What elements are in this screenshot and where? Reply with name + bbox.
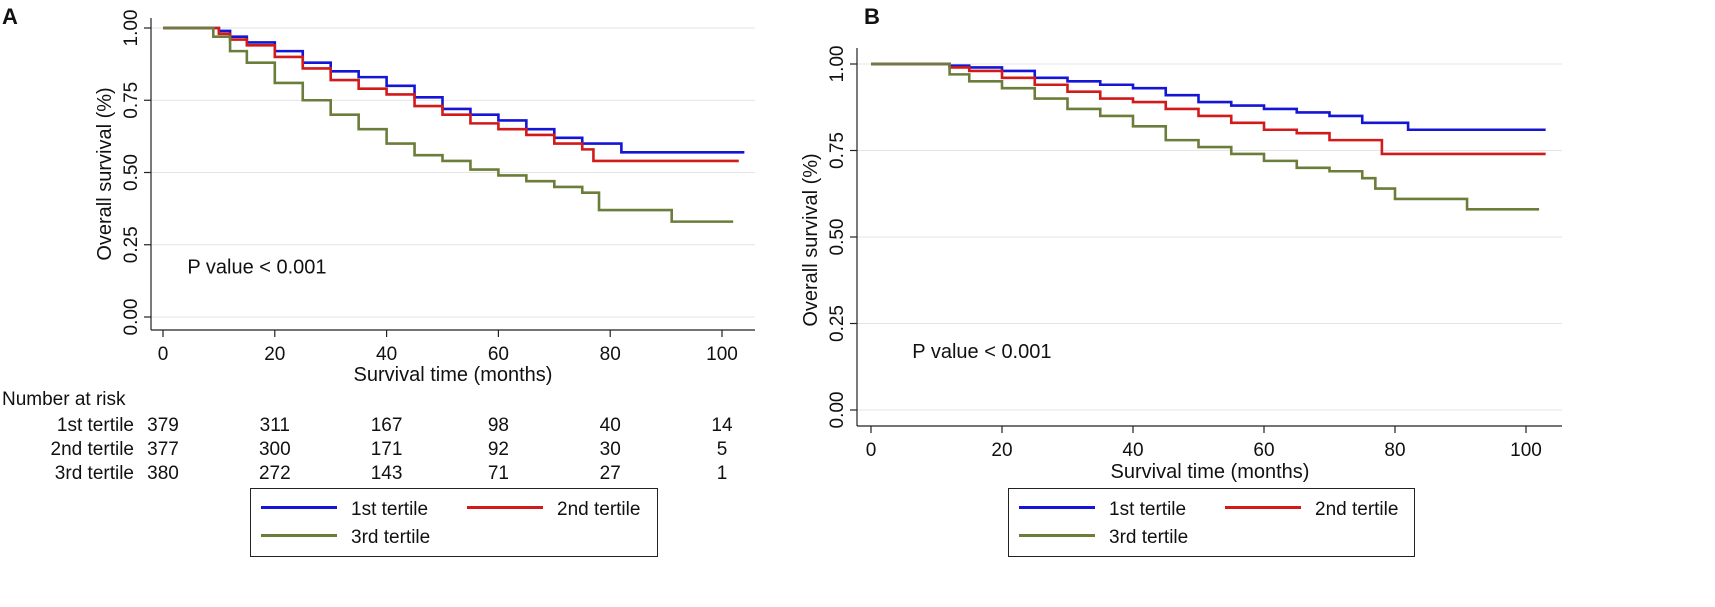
risk-value: 5 [717,439,728,460]
risk-value: 380 [147,463,179,484]
legend-item-2nd-tertile: 2nd tertile [467,498,640,522]
risk-value: 377 [147,439,179,460]
y-tick-label: 0.25 [827,305,848,342]
risk-value: 1 [717,463,728,484]
legend-item-1st-tertile: 1st tertile [1019,498,1186,522]
risk-value: 30 [600,439,621,460]
x-tick-label: 0 [158,344,169,365]
panel-b-y-axis-title: Overall survival (%) [800,153,822,326]
panel-a-y-axis-title: Overall survival (%) [94,87,116,260]
panel-a-p-value: P value < 0.001 [187,257,326,279]
risk-value: 300 [259,439,291,460]
legend-item-3rd-tertile: 3rd tertile [261,526,430,550]
risk-row-label: 2nd tertile [51,439,134,460]
survival-curve-1 [163,26,745,154]
x-tick-label: 60 [1253,440,1274,461]
panel-a-label: A [2,4,18,29]
x-tick-label: 80 [600,344,621,365]
legend-label: 2nd tertile [557,499,641,520]
risk-value: 92 [488,439,509,460]
legend-swatch-2nd-tertile [1225,506,1301,510]
x-tick-label: 0 [866,440,877,461]
legend-label: 3rd tertile [351,527,431,548]
legend-item-3rd-tertile: 3rd tertile [1019,526,1188,550]
legend-item-1st-tertile: 1st tertile [261,498,428,522]
survival-curve-2 [871,62,1546,156]
panel-a-gridlines [151,27,755,318]
x-tick-label: 20 [264,344,285,365]
legend-item-2nd-tertile: 2nd tertile [1225,498,1398,522]
y-tick-label: 0.75 [827,132,848,169]
y-tick-label: 0.75 [121,82,142,119]
y-tick-label: 0.25 [121,226,142,263]
panel-a-curves [163,26,745,223]
x-tick-label: 40 [1122,440,1143,461]
risk-value: 167 [371,415,403,436]
panel-b-gridlines [857,63,1562,411]
legend-label: 3rd tertile [1109,527,1189,548]
risk-value: 143 [371,463,403,484]
panel-b-p-value: P value < 0.001 [912,341,1051,363]
risk-value: 272 [259,463,291,484]
legend-swatch-3rd-tertile [261,534,337,538]
risk-value: 98 [488,415,509,436]
panel-b-label: B [864,4,880,29]
y-tick-label: 1.00 [121,10,142,47]
survival-curve-2 [163,26,739,163]
x-tick-label: 100 [706,344,738,365]
x-tick-label: 100 [1510,440,1542,461]
legend-swatch-1st-tertile [261,506,337,510]
risk-row-label: 3rd tertile [55,463,134,484]
panel-b-ticks: 0 20 40 60 80 100 0.00 0.25 0.50 0.75 1.00 [827,46,1542,461]
y-tick-label: 0.50 [827,219,848,256]
panel-a-ticks: 0 20 40 60 80 100 0.00 0.25 0.50 0.75 1.00 [121,10,738,365]
survival-curve-3 [871,62,1540,211]
risk-table-title: Number at risk [2,389,126,410]
panel-a: A 0 20 40 60 80 100 0.00 0.25 0.50 0.75 1.00 Survi… [2,4,755,484]
panel-a-legend: 1st tertile 2nd tertile 3rd tertile [250,488,658,557]
risk-value: 71 [488,463,509,484]
legend-label: 1st tertile [351,499,429,520]
legend-swatch-1st-tertile [1019,506,1095,510]
x-tick-label: 40 [376,344,397,365]
risk-value: 27 [600,463,621,484]
y-tick-label: 0.00 [827,392,848,429]
survival-curve-1 [871,62,1546,132]
panel-b: B 0 20 40 60 80 100 0.00 0.25 0.50 0.75 1.00 Survi… [800,4,1562,483]
legend-label: 2nd tertile [1315,499,1399,520]
x-tick-label: 60 [488,344,509,365]
x-tick-label: 80 [1384,440,1405,461]
risk-value: 171 [371,439,403,460]
y-tick-label: 0.00 [121,299,142,336]
legend-swatch-2nd-tertile [467,506,543,510]
risk-value: 40 [600,415,621,436]
panel-b-x-axis-title: Survival time (months) [1111,461,1310,483]
legend-swatch-3rd-tertile [1019,534,1095,538]
risk-value: 14 [711,415,733,436]
y-tick-label: 1.00 [827,46,848,83]
panel-a-risk-table: Number at risk 1st tertile 379 311 167 98 40 1… [2,389,733,484]
legend-label: 1st tertile [1109,499,1187,520]
y-tick-label: 0.50 [121,154,142,191]
risk-row-label: 1st tertile [57,415,134,436]
survival-curve-3 [163,26,734,223]
panel-a-x-axis-title: Survival time (months) [354,364,553,386]
panel-b-legend: 1st tertile 2nd tertile 3rd tertile [1008,488,1415,557]
risk-value: 311 [260,415,290,436]
x-tick-label: 20 [991,440,1012,461]
risk-value: 379 [147,415,179,436]
panel-b-curves [871,62,1546,211]
